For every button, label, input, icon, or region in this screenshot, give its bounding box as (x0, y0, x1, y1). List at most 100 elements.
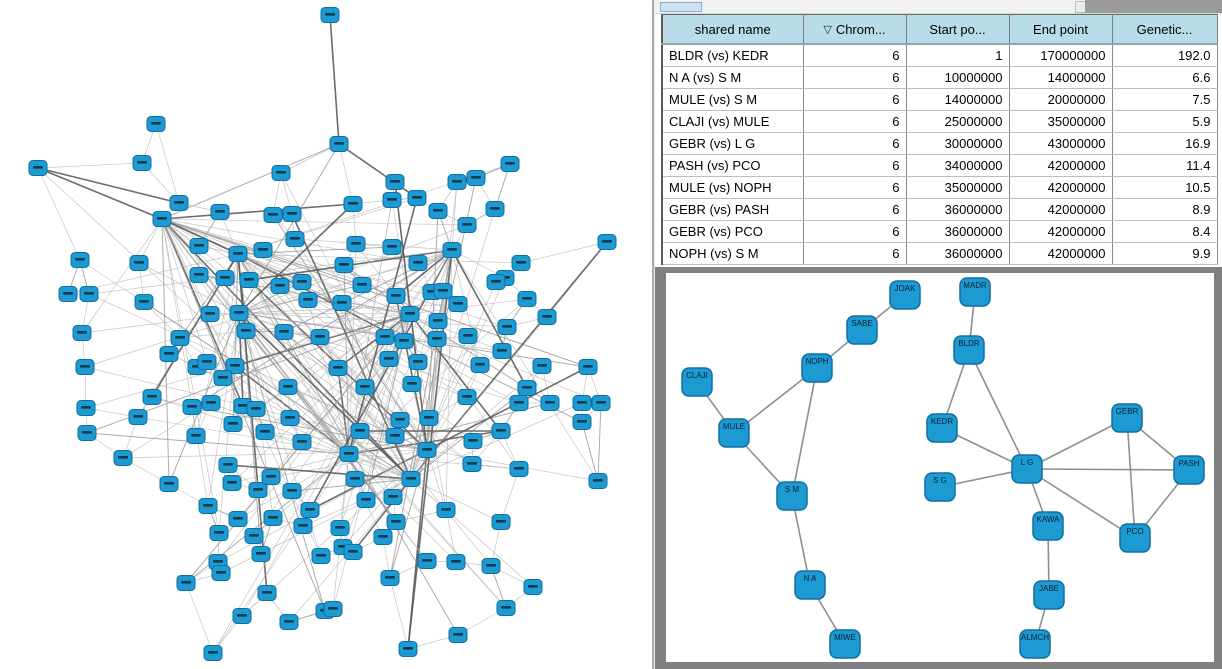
network-node[interactable] (356, 492, 376, 508)
network-node[interactable] (428, 203, 448, 219)
network-node[interactable] (271, 165, 291, 181)
network-node[interactable] (497, 319, 517, 335)
horizontal-scrollbar-track[interactable] (655, 0, 1222, 14)
network-node[interactable] (509, 461, 529, 477)
network-node[interactable] (591, 395, 611, 411)
network-node-claji[interactable]: CLAJI (681, 367, 713, 397)
network-node[interactable] (198, 498, 218, 514)
network-node[interactable] (72, 325, 92, 341)
network-node[interactable] (300, 502, 320, 518)
table-row[interactable]: BLDR (vs) KEDR 6 1 170000000 192.0 (662, 44, 1218, 67)
network-node[interactable] (332, 295, 352, 311)
network-node[interactable] (261, 469, 281, 485)
network-node[interactable] (169, 195, 189, 211)
detail-network-canvas[interactable]: JOAK MADR SABE BLDR NOPH CLAJI MULE KEDR GEBR L G… (666, 273, 1214, 662)
network-node[interactable] (385, 174, 405, 190)
network-node[interactable] (239, 272, 259, 288)
network-node[interactable] (517, 291, 537, 307)
network-node[interactable] (328, 360, 348, 376)
network-node[interactable] (578, 359, 598, 375)
network-node-joak[interactable]: JOAK (889, 280, 921, 310)
network-node[interactable] (223, 416, 243, 432)
column-header-shared-name[interactable]: shared name (662, 14, 804, 45)
network-node-almch[interactable]: ALMCH (1019, 629, 1051, 659)
network-node-s-m[interactable]: S M (776, 481, 808, 511)
network-node[interactable] (134, 294, 154, 310)
network-node[interactable] (279, 614, 299, 630)
network-node[interactable] (537, 309, 557, 325)
network-node[interactable] (334, 257, 354, 273)
network-node[interactable] (298, 292, 318, 308)
column-header-start-po-[interactable]: Start po... (906, 14, 1010, 45)
column-header-genetic-[interactable]: Genetic... (1112, 14, 1218, 45)
network-node[interactable] (523, 579, 543, 595)
network-node-kawa[interactable]: KAWA (1032, 511, 1064, 541)
network-node[interactable] (285, 231, 305, 247)
network-node[interactable] (442, 242, 462, 258)
network-node[interactable] (251, 546, 271, 562)
network-node[interactable] (419, 410, 439, 426)
network-node[interactable] (282, 483, 302, 499)
horizontal-scrollbar-thumb[interactable] (660, 2, 702, 12)
network-node-l-g[interactable]: L G (1011, 454, 1043, 484)
network-node[interactable] (159, 476, 179, 492)
network-node[interactable] (398, 641, 418, 657)
network-node[interactable] (76, 400, 96, 416)
network-node[interactable] (383, 489, 403, 505)
network-node[interactable] (263, 510, 283, 526)
panel-splitter[interactable] (652, 0, 654, 669)
network-node[interactable] (255, 424, 275, 440)
network-node[interactable] (236, 323, 256, 339)
network-node[interactable] (408, 255, 428, 271)
network-node[interactable] (232, 608, 252, 624)
network-node[interactable] (201, 395, 221, 411)
network-node[interactable] (280, 410, 300, 426)
network-node[interactable] (373, 529, 393, 545)
network-node[interactable] (532, 358, 552, 374)
network-node[interactable] (572, 414, 592, 430)
network-node[interactable] (401, 471, 421, 487)
network-node-pco[interactable]: PCO (1119, 523, 1151, 553)
network-node[interactable] (407, 190, 427, 206)
network-node[interactable] (386, 288, 406, 304)
network-node[interactable] (225, 358, 245, 374)
network-node[interactable] (517, 380, 537, 396)
network-node[interactable] (246, 401, 266, 417)
network-node[interactable] (28, 160, 48, 176)
network-node[interactable] (292, 434, 312, 450)
network-node[interactable] (228, 246, 248, 262)
network-node[interactable] (75, 359, 95, 375)
network-node[interactable] (186, 428, 206, 444)
network-node[interactable] (142, 389, 162, 405)
network-node[interactable] (209, 525, 229, 541)
network-node[interactable] (496, 600, 516, 616)
network-node[interactable] (382, 239, 402, 255)
table-row[interactable]: PASH (vs) PCO 6 34000000 42000000 11.4 (662, 154, 1218, 177)
network-node[interactable] (500, 156, 520, 172)
network-node-noph[interactable]: NOPH (801, 353, 833, 383)
network-node-pash[interactable]: PASH (1173, 455, 1205, 485)
column-header-end-point[interactable]: End point (1009, 14, 1113, 45)
network-node[interactable] (343, 544, 363, 560)
network-node[interactable] (462, 456, 482, 472)
network-node[interactable] (320, 7, 340, 23)
network-node[interactable] (448, 296, 468, 312)
network-node[interactable] (77, 425, 97, 441)
network-node[interactable] (244, 528, 264, 544)
network-node[interactable] (382, 192, 402, 208)
network-node[interactable] (203, 645, 223, 661)
network-node[interactable] (310, 329, 330, 345)
network-node[interactable] (159, 346, 179, 362)
network-node[interactable] (402, 376, 422, 392)
network-node[interactable] (463, 433, 483, 449)
network-node[interactable] (491, 514, 511, 530)
network-node[interactable] (270, 278, 290, 294)
table-row[interactable]: MULE (vs) NOPH 6 35000000 42000000 10.5 (662, 176, 1218, 199)
network-node-jabe[interactable]: JABE (1033, 580, 1065, 610)
network-node[interactable] (113, 450, 133, 466)
network-node[interactable] (390, 412, 410, 428)
network-node[interactable] (588, 473, 608, 489)
network-node[interactable] (229, 305, 249, 321)
network-node[interactable] (146, 116, 166, 132)
network-node[interactable] (448, 627, 468, 643)
